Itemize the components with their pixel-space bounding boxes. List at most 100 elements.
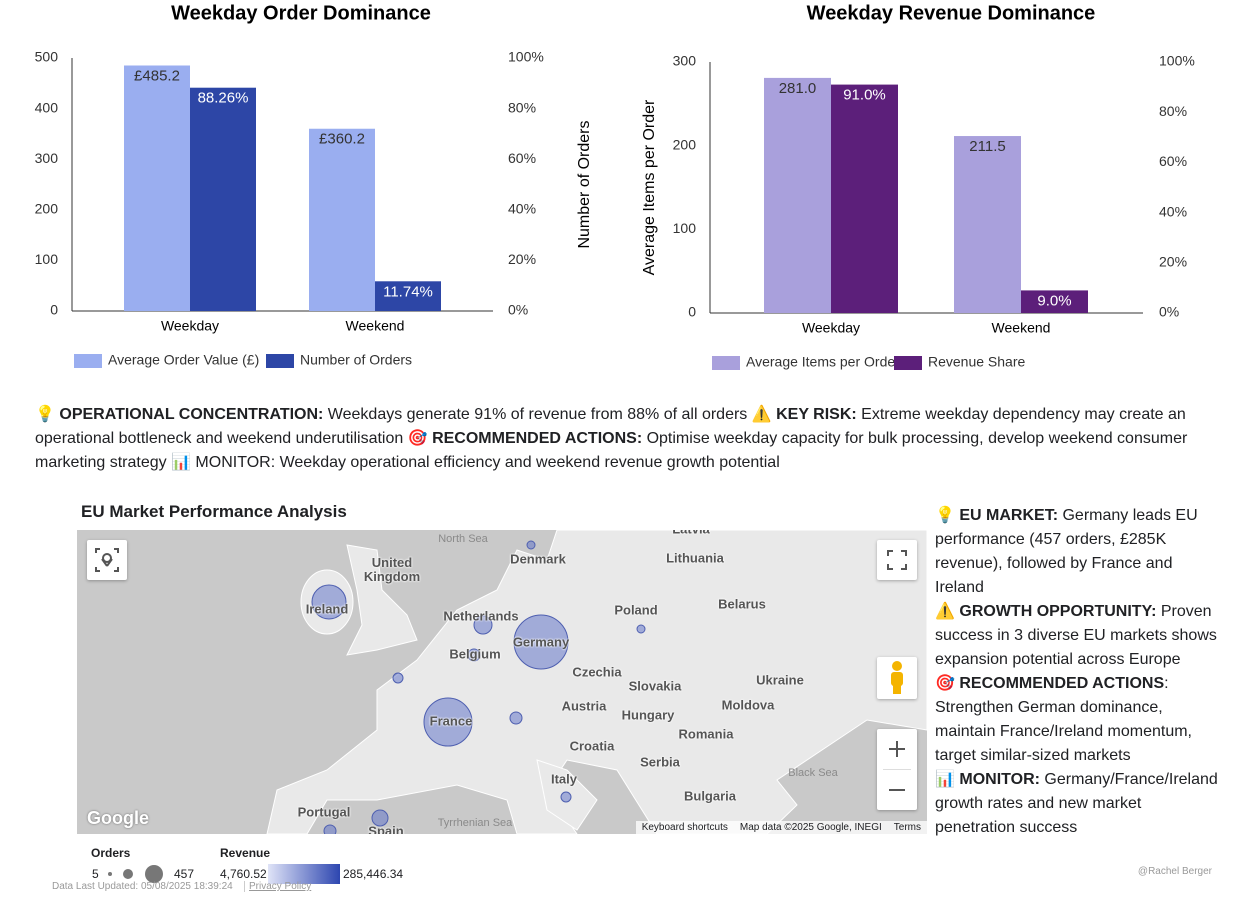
map[interactable]: Google Keyboard shortcuts Map data ©2025 … — [77, 530, 927, 834]
locate-button[interactable] — [87, 540, 127, 580]
tick-label: 100% — [1159, 53, 1195, 69]
bold-text: 🎯 RECOMMENDED ACTIONS: — [407, 430, 643, 447]
map-label: Romania — [678, 726, 734, 742]
bar — [831, 84, 898, 313]
tick-label: 200 — [35, 201, 59, 217]
y-axis-label: Average Items per Order — [641, 99, 658, 275]
text: Weekdays generate 91% of revenue from 88… — [323, 406, 752, 423]
map-logo: Google — [87, 808, 149, 828]
map-label: Poland — [614, 602, 658, 618]
map-label: Spain — [368, 823, 404, 835]
bold-text: 💡 EU MARKET: — [935, 507, 1059, 524]
bold-text: 🎯 RECOMMENDED ACTIONS — [935, 675, 1165, 692]
legend-label: Average Order Value (£) — [108, 352, 259, 368]
tick-label: 400 — [35, 99, 59, 115]
text: Extreme weekday dependency may create an… — [35, 406, 1186, 447]
tick-label: 60% — [508, 150, 536, 166]
text: : Strengthen German dominance, maintain … — [935, 675, 1192, 764]
y2-axis-label: Number of Orders — [576, 120, 593, 248]
x-tick-label: Weekday — [802, 320, 860, 336]
legend-min: 5 — [92, 867, 99, 881]
bar — [124, 65, 190, 311]
chart: Weekday Order Dominance 0 100 200 300 400 500 0… — [35, 2, 593, 368]
map-label: Ukraine — [756, 672, 804, 688]
bar — [190, 87, 256, 311]
zoom-control[interactable] — [877, 729, 917, 810]
map-title: EU Market Performance Analysis — [81, 502, 347, 521]
map-label: Germany — [512, 634, 570, 650]
map-label: Bulgaria — [683, 788, 737, 804]
map-base — [266, 530, 927, 834]
text: Germany/France/Ireland growth rates and … — [935, 771, 1218, 836]
legend-title: Revenue — [220, 846, 271, 860]
map-label: Croatia — [569, 738, 615, 754]
color-legend — [268, 864, 340, 884]
data-label: 281.0 — [779, 80, 817, 97]
bar — [309, 128, 375, 311]
attribution-item: Keyboard shortcuts — [641, 822, 728, 833]
chart: Weekday Revenue Dominance 0 100 200 300 0% 20%… — [641, 2, 1195, 370]
map-label: Serbia — [640, 754, 680, 770]
legend-max: 285,446.34 — [343, 867, 404, 881]
bar — [375, 281, 441, 311]
data-label: 11.74% — [383, 283, 433, 300]
bold-text: ⚠️ GROWTH OPPORTUNITY: — [935, 603, 1157, 620]
tick-label: 40% — [508, 201, 536, 217]
tick-label: 60% — [1159, 153, 1187, 169]
data-label: 211.5 — [969, 138, 1005, 155]
legend-label: Revenue Share — [928, 354, 1026, 370]
map-label: Latvia — [672, 530, 710, 537]
bar — [1021, 290, 1088, 313]
map-attribution: Keyboard shortcuts Map data ©2025 Google,… — [635, 821, 927, 834]
privacy-link[interactable]: Privacy Policy — [244, 881, 311, 892]
legend-label: Number of Orders — [300, 352, 412, 368]
map-label: Netherlands — [443, 608, 519, 624]
legend-label: Average Items per Order — [746, 354, 900, 370]
author: @Rachel Berger — [1137, 866, 1212, 877]
tick-label: 200 — [673, 136, 697, 152]
legend-title: Orders — [91, 846, 131, 860]
chart-title: Weekday Order Dominance — [171, 2, 431, 24]
data-label: £485.2 — [134, 67, 180, 84]
insight-paragraph: 💡 EU MARKET: Germany leads EU performanc… — [935, 504, 1225, 600]
map-label: Czechia — [572, 664, 622, 680]
tick-label: 0 — [688, 304, 696, 320]
legend-swatch — [74, 354, 102, 368]
map-label: Hungary — [621, 707, 675, 723]
data-label: 88.26% — [198, 90, 249, 107]
legend-max: 457 — [174, 867, 195, 881]
bold-text: ⚠️ KEY RISK: — [751, 406, 857, 423]
tick-label: 100 — [35, 251, 59, 267]
map-label: Black Sea — [788, 767, 838, 779]
legend-swatch — [712, 356, 740, 370]
map-label: Slovakia — [628, 678, 682, 694]
bold-text: 📊 MONITOR: — [935, 771, 1040, 788]
tick-label: 20% — [508, 251, 536, 267]
map-label: Belarus — [718, 596, 766, 612]
data-label: £360.2 — [319, 131, 365, 148]
side-insight: 💡 EU MARKET: Germany leads EU performanc… — [935, 504, 1225, 840]
map-label: North Sea — [438, 533, 488, 545]
legend-swatch — [266, 354, 294, 368]
text: Optimise weekday capacity for bulk proce… — [35, 430, 1188, 471]
tick-label: 40% — [1159, 203, 1187, 219]
map-label: Italy — [550, 771, 578, 787]
size-legend — [108, 865, 163, 883]
tick-label: 500 — [35, 49, 59, 65]
tick-label: 0% — [1159, 304, 1179, 320]
map-label: Tyrrhenian Sea — [437, 817, 513, 829]
map-bubbles — [311, 540, 646, 834]
bold-text: 💡 OPERATIONAL CONCENTRATION: — [35, 406, 324, 423]
map-label: Ireland — [305, 601, 349, 617]
pegman-button[interactable] — [877, 657, 917, 699]
map-label: United Kingdom — [363, 555, 421, 584]
fullscreen-button[interactable] — [877, 540, 917, 580]
tick-label: 100 — [673, 220, 697, 236]
map-label: Portugal — [297, 804, 351, 820]
bar — [764, 77, 831, 313]
attribution-item: Map data ©2025 Google, INEGI — [739, 822, 882, 833]
updated-text: Data Last Updated: 05/08/2025 18:39:24 — [52, 881, 233, 892]
map-label: Lithuania — [666, 550, 724, 566]
map-label: France — [429, 713, 473, 729]
x-tick-label: Weekend — [346, 318, 405, 334]
